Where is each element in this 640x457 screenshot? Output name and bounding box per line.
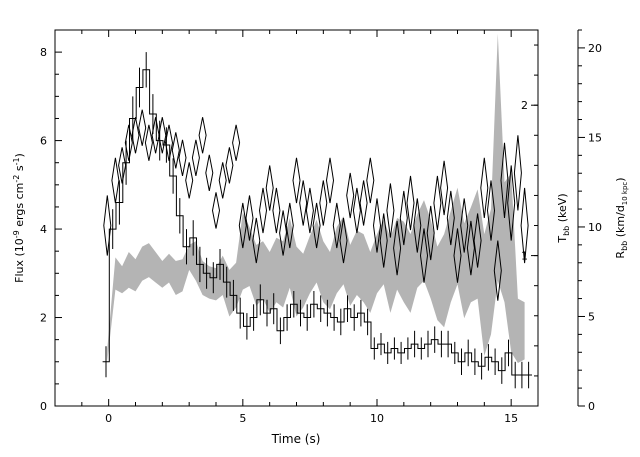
temperature-point [325, 157, 335, 204]
temperature-point [305, 187, 314, 234]
temperature-point [332, 202, 341, 249]
temperature-point [346, 172, 355, 219]
temperature-point [359, 180, 368, 226]
x-tick-label: 15 [504, 412, 518, 425]
radius-tick-label: 20 [588, 42, 602, 55]
temperature-point [238, 202, 247, 249]
temperature-point [480, 157, 489, 219]
temperature-point [379, 213, 388, 268]
temperature-point [138, 109, 147, 146]
temperature-point [171, 132, 180, 169]
temperature-diamonds-layer [103, 109, 529, 301]
temperature-point [446, 190, 455, 246]
temperature-point [440, 160, 449, 216]
temperature-point [225, 147, 234, 184]
temperature-point [178, 139, 187, 176]
temperature-axis-label: Tbb (keV) [556, 193, 571, 243]
temperature-point [513, 135, 522, 211]
temperature-point [433, 175, 442, 231]
radius-tick-label: 15 [588, 131, 602, 144]
x-axis-label: Time (s) [271, 432, 321, 446]
temperature-point [292, 157, 301, 204]
temperature-point [473, 213, 482, 268]
temperature-point [399, 190, 408, 246]
temperature-point [466, 220, 475, 276]
flux-tick-label: 2 [40, 312, 47, 325]
temperature-point [272, 187, 281, 234]
temperature-point [386, 183, 395, 238]
flux-tick-label: 8 [40, 46, 47, 59]
temperature-point [426, 205, 435, 261]
radius-axis-label: Rbb (km/d10 kpc) [614, 177, 629, 258]
temperature-point [486, 180, 496, 241]
temperature-point [252, 217, 261, 264]
temperature-point [218, 162, 227, 199]
temperature-point [299, 180, 308, 226]
left-axis-label: Flux (10-9 ergs cm-2 s-1) [12, 153, 26, 283]
temperature-point [158, 117, 167, 154]
flux-histogram-line [102, 69, 532, 376]
temperature-point [245, 195, 254, 241]
temperature-point [493, 240, 502, 301]
temperature-point [258, 187, 268, 234]
temperature-point [319, 180, 328, 226]
radius-band [107, 33, 525, 363]
radius-tick-label: 0 [588, 400, 595, 413]
temperature-tick-label: 2 [521, 99, 528, 112]
temperature-point [185, 162, 194, 199]
temperature-point [520, 187, 529, 264]
temperature-point [118, 147, 127, 184]
temperature-point [393, 220, 402, 276]
flux-tick-label: 0 [40, 400, 47, 413]
temperature-point [198, 117, 207, 154]
temperature-point [191, 139, 200, 176]
temperature-point [500, 142, 509, 219]
temperature-point [232, 124, 241, 161]
temperature-point [111, 157, 120, 204]
temperature-point [339, 217, 348, 264]
x-tick-label: 10 [370, 412, 384, 425]
x-tick-label: 5 [239, 412, 246, 425]
temperature-point [366, 157, 375, 204]
temperature-point [103, 195, 112, 256]
plot-frame [54, 29, 539, 407]
temperature-point [372, 198, 382, 253]
x-tick-label: 0 [105, 412, 112, 425]
temperature-point [279, 210, 288, 256]
temperature-point [124, 124, 133, 161]
temperature-point [164, 124, 174, 161]
temperature-point [312, 202, 321, 249]
temperature-point [285, 202, 294, 249]
temperature-tick-label: 1 [521, 250, 528, 263]
temperature-point [211, 192, 221, 229]
radius-band-layer [107, 33, 525, 363]
temperature-point [265, 165, 274, 211]
temperature-point [419, 228, 429, 283]
flux-tick-label: 4 [40, 223, 47, 236]
temperature-point [460, 198, 469, 253]
temperature-point [352, 187, 361, 234]
temperature-point [406, 175, 415, 231]
temperature-point [151, 117, 160, 154]
radius-tick-label: 5 [588, 310, 595, 323]
temperature-point [144, 124, 153, 161]
temperature-point [205, 154, 214, 191]
flux-tick-label: 6 [40, 135, 47, 148]
temperature-point [413, 198, 422, 253]
temperature-point [453, 228, 462, 283]
temperature-point [131, 117, 140, 154]
temperature-point [507, 165, 516, 241]
radius-tick-label: 10 [588, 221, 602, 234]
